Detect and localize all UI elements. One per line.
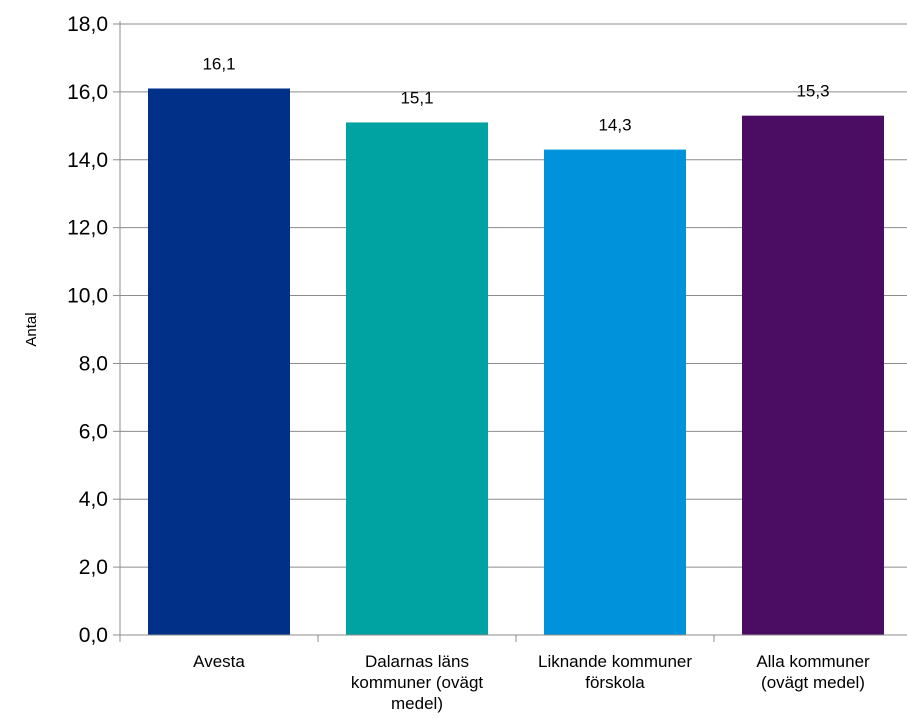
x-category-label: Alla kommuner (ovägt medel) [756, 652, 870, 692]
data-labels: 16,1 15,1 14,3 15,3 [202, 54, 829, 134]
y-axis-title: Antal [23, 312, 40, 346]
y-tick-label: 12,0 [67, 217, 108, 240]
x-category-label: Dalarnas läns kommuner (ovägt medel) [351, 652, 484, 713]
x-category-label: Avesta [193, 652, 245, 671]
bar [742, 115, 884, 635]
y-tick-label: 18,0 [67, 13, 108, 36]
y-tick-label: 6,0 [79, 420, 108, 443]
y-tick-label: 2,0 [79, 556, 108, 579]
x-category-label-line: förskola [585, 673, 645, 692]
data-label: 16,1 [202, 54, 235, 73]
x-category-label-line: (ovägt medel) [761, 673, 865, 692]
y-tick-label: 14,0 [67, 149, 108, 172]
x-category-label: Liknande kommuner förskola [538, 652, 692, 692]
x-category-label-line: Dalarnas läns [365, 652, 469, 671]
bars [148, 88, 884, 635]
y-tick-label: 10,0 [67, 285, 108, 308]
x-category-label-line: Liknande kommuner [538, 652, 692, 671]
bar [346, 122, 488, 635]
x-category-label-line: kommuner (ovägt [351, 673, 484, 692]
axes [113, 21, 907, 642]
y-tick-label: 8,0 [79, 352, 108, 375]
x-category-labels: Avesta Dalarnas läns kommuner (ovägt medel)… [193, 652, 870, 713]
x-category-label-line: Avesta [193, 652, 245, 671]
bar [148, 88, 290, 635]
x-category-label-line: Alla kommuner [756, 652, 870, 671]
y-tick-label: 0,0 [79, 624, 108, 647]
y-tick-label: 16,0 [67, 81, 108, 104]
y-tick-labels: 0,0 2,0 4,0 6,0 8,0 10,0 12,0 14,0 16,0 18,0 [67, 13, 108, 647]
x-category-label-line: medel) [391, 694, 443, 713]
data-label: 14,3 [598, 116, 631, 135]
y-tick-label: 4,0 [79, 488, 108, 511]
bar [544, 149, 686, 635]
data-label: 15,3 [796, 82, 829, 101]
data-label: 15,1 [400, 88, 433, 107]
